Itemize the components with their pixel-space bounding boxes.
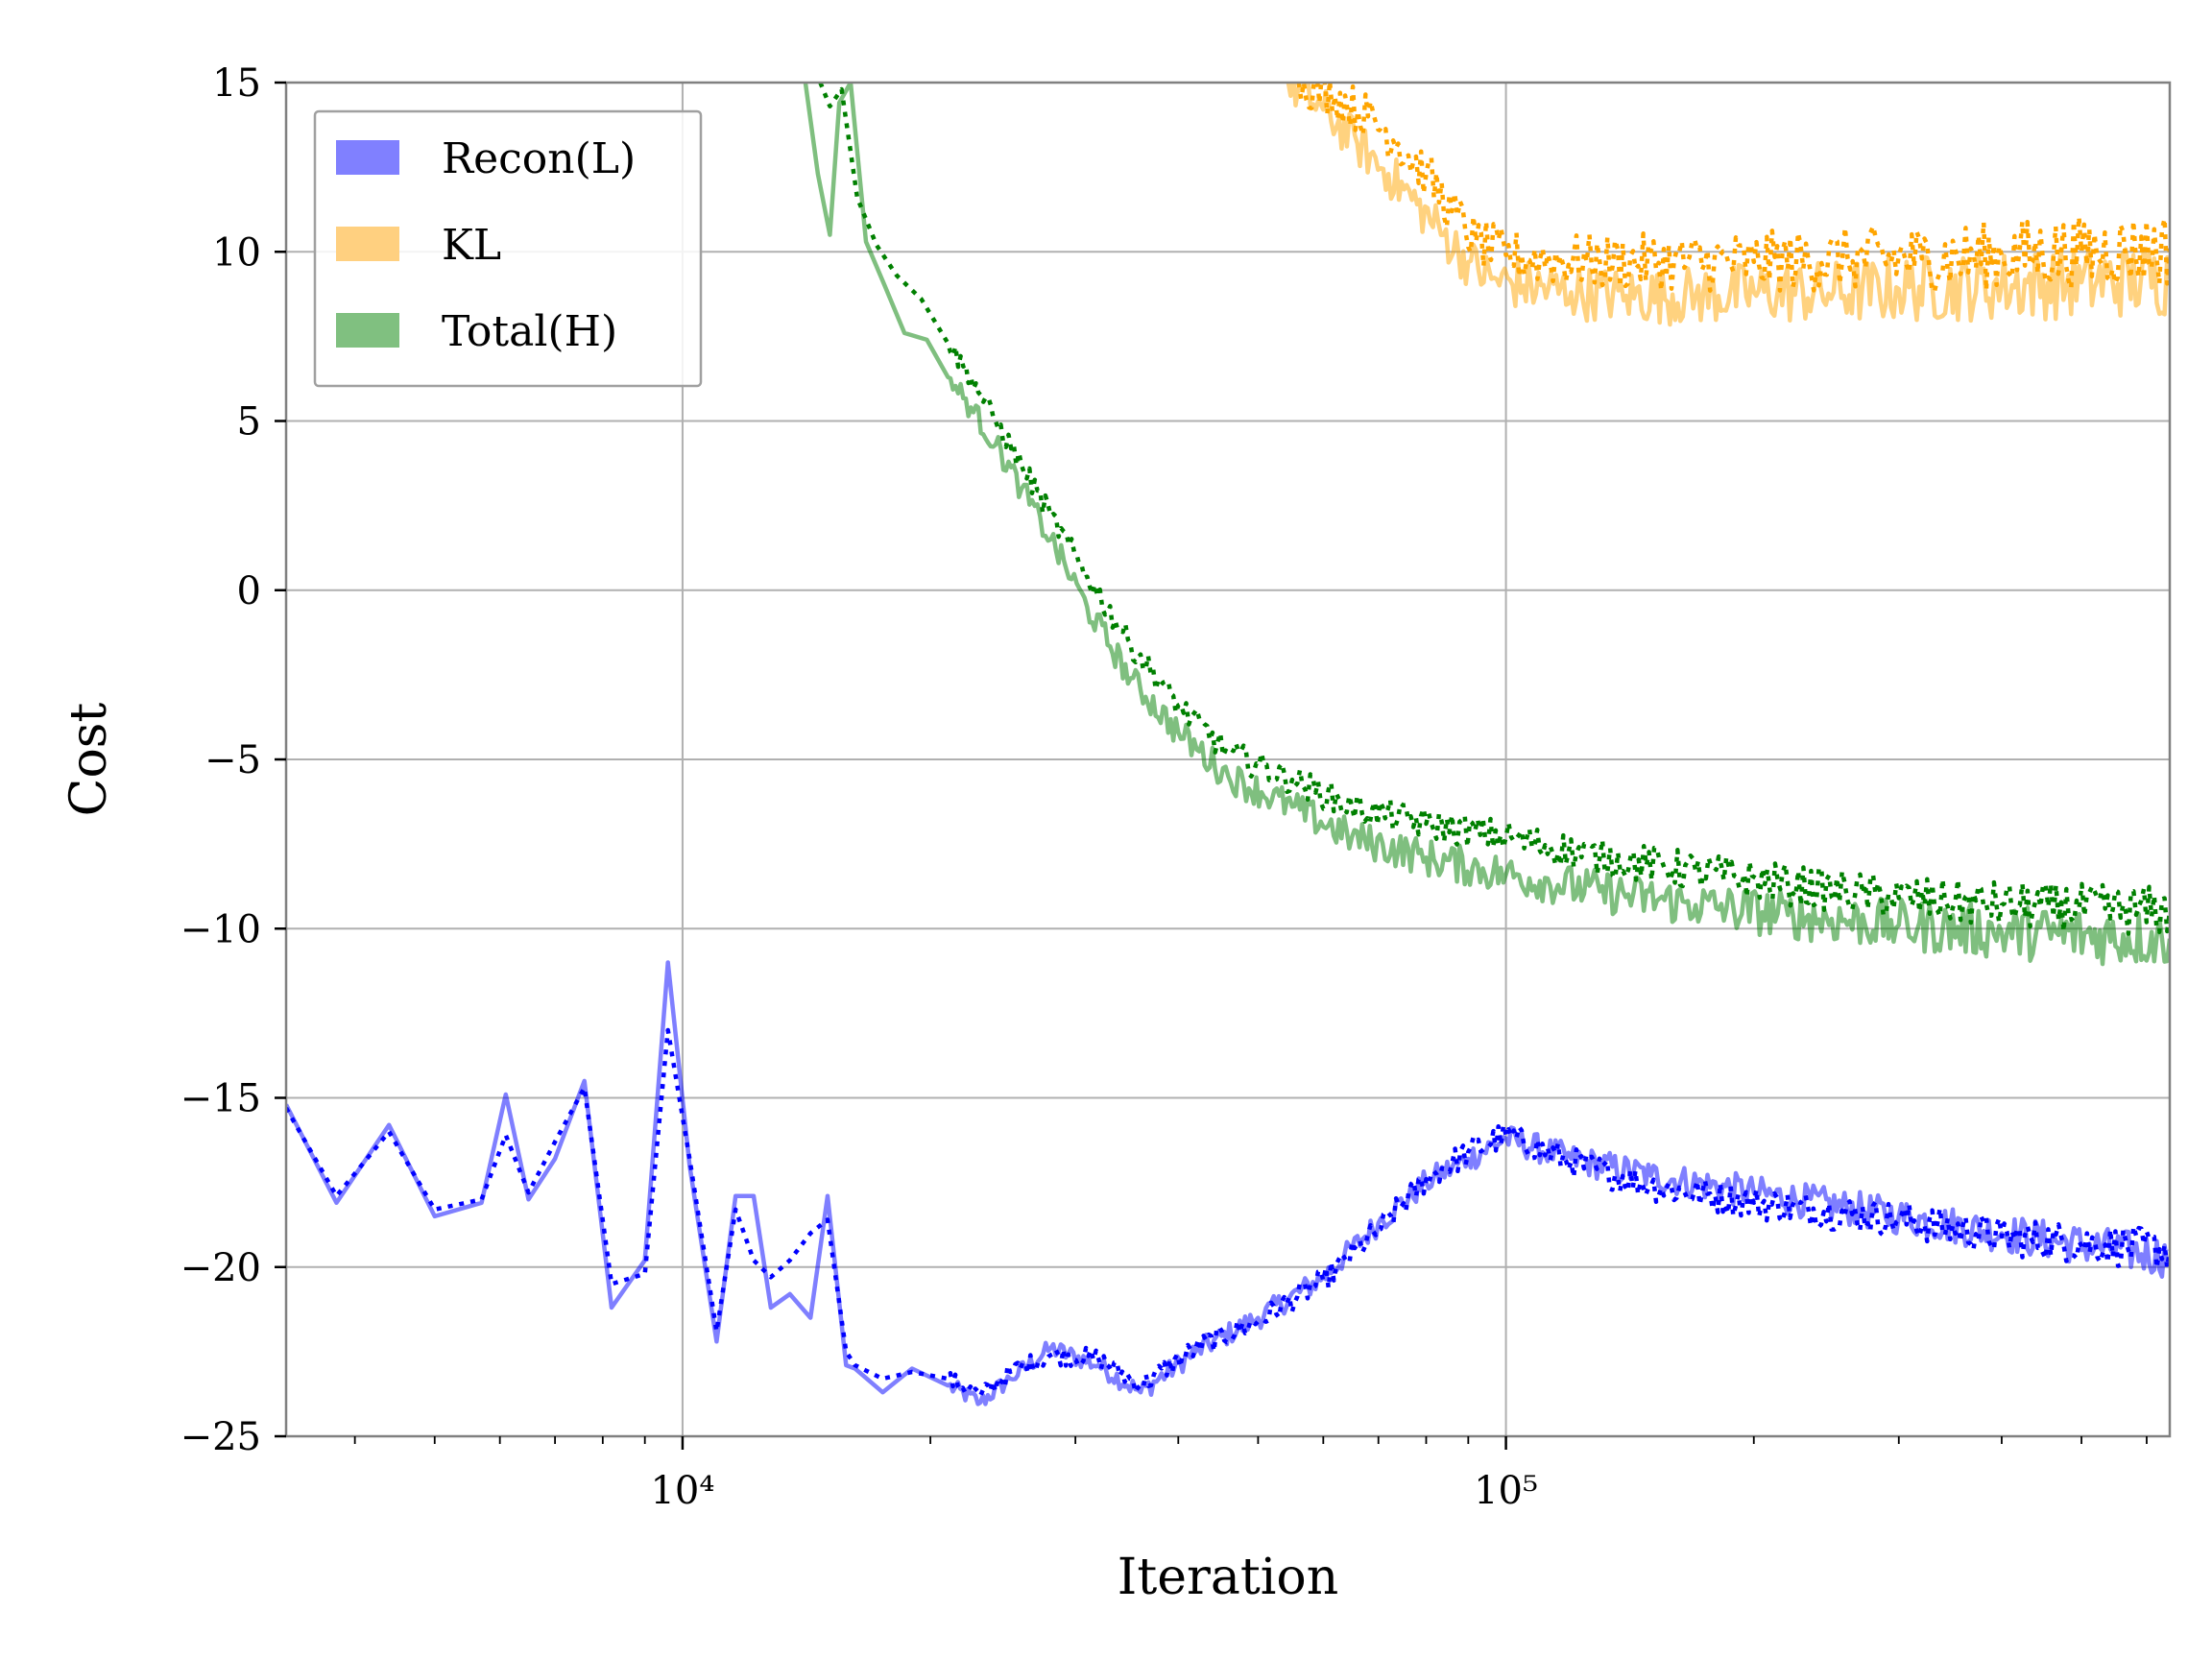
legend: Recon(L) KL Total(H) bbox=[313, 109, 703, 388]
series-layer bbox=[286, 83, 2170, 1407]
series-line bbox=[286, 1027, 2170, 1398]
y-tick-label: 10 bbox=[212, 230, 261, 275]
y-tick-label: −5 bbox=[204, 738, 261, 782]
y-tick-label: −20 bbox=[180, 1246, 261, 1290]
y-tick-label: 15 bbox=[212, 61, 261, 106]
x-tick-label: 10⁴ bbox=[650, 1469, 714, 1513]
y-tick-label: −15 bbox=[180, 1077, 261, 1121]
series-line bbox=[803, 83, 2170, 967]
legend-label-kl: KL bbox=[442, 221, 501, 270]
series-line bbox=[818, 83, 2170, 936]
x-tick-label: 10⁵ bbox=[1474, 1469, 1538, 1513]
legend-swatch-total bbox=[336, 313, 399, 348]
axis-ticks: 15 10 5 0 −5 −10 −15 −20 −25 10⁴ 10⁵ bbox=[180, 61, 2148, 1513]
y-tick-label: 5 bbox=[237, 400, 261, 445]
y-tick-label: −25 bbox=[180, 1415, 261, 1459]
y-tick-label: 0 bbox=[237, 569, 261, 613]
y-tick-label: −10 bbox=[180, 907, 261, 951]
legend-box bbox=[313, 109, 703, 388]
y-axis-label: Cost bbox=[60, 703, 118, 817]
series-line bbox=[286, 960, 2170, 1407]
series-line bbox=[1286, 83, 2170, 327]
legend-swatch-recon bbox=[336, 140, 399, 175]
legend-label-recon: Recon(L) bbox=[442, 134, 636, 183]
x-axis-label: Iteration bbox=[1118, 1549, 1338, 1606]
legend-swatch-kl bbox=[336, 227, 399, 261]
legend-label-total: Total(H) bbox=[442, 307, 617, 356]
